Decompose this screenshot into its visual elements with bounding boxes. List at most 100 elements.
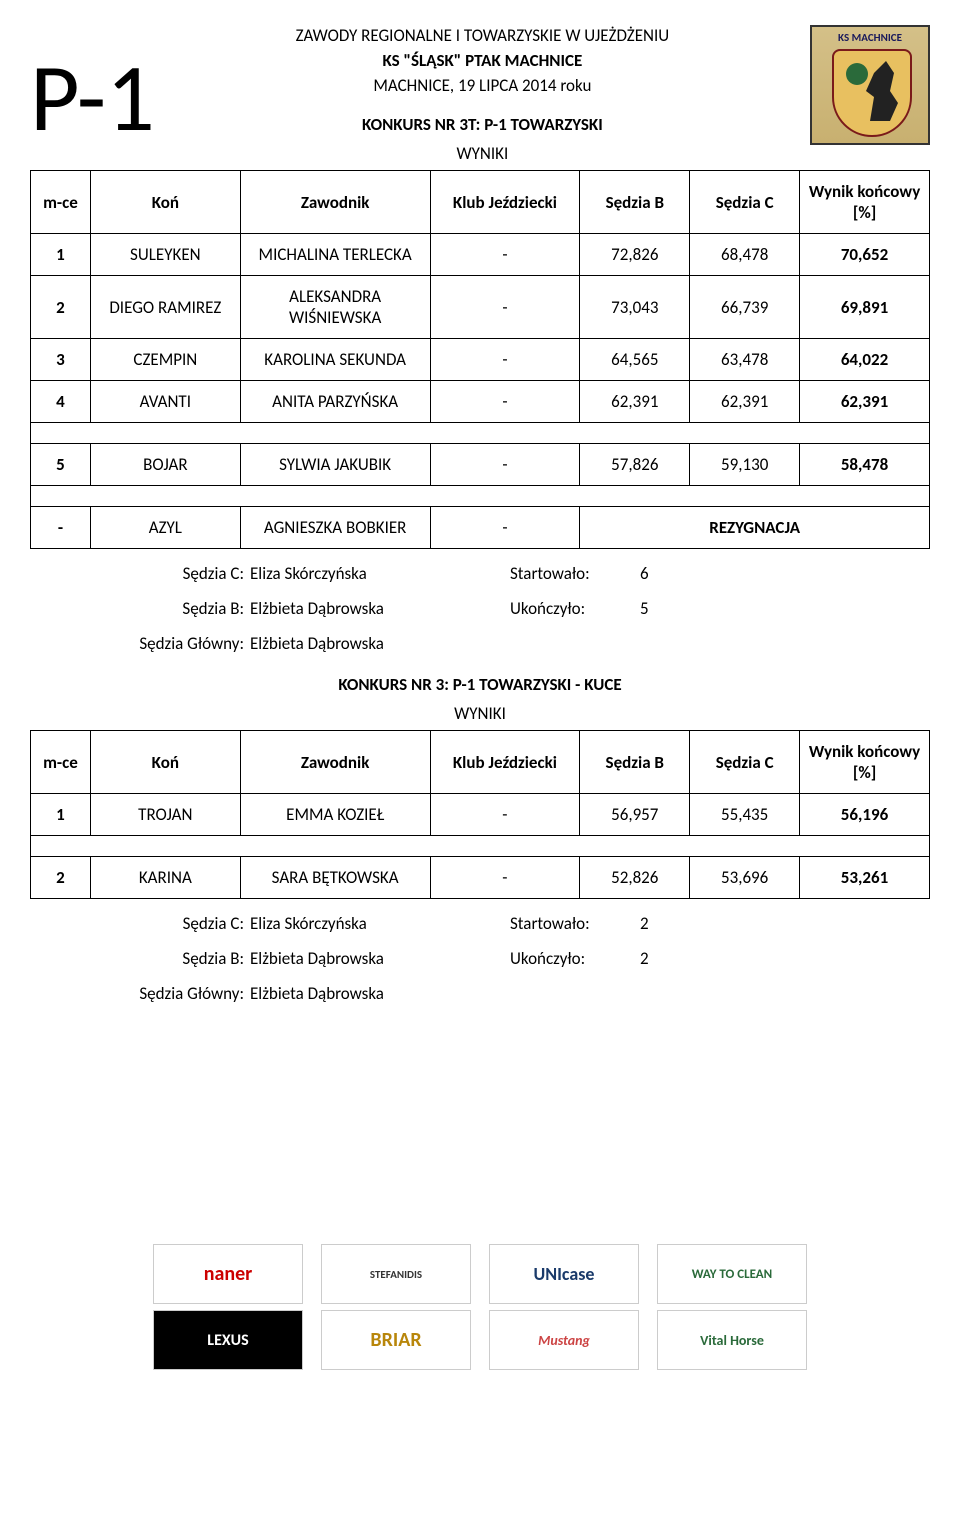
judges-block-2: Sędzia C: Eliza Skórczyńska Startowało: …: [30, 913, 930, 1004]
col-horse: Koń: [90, 731, 240, 794]
col-judge-c: Sędzia C: [690, 731, 800, 794]
cell-place: 5: [31, 444, 91, 486]
finished-label: Ukończyło:: [510, 598, 640, 619]
col-horse: Koń: [90, 171, 240, 234]
judge-c-name: Eliza Skórczyńska: [250, 563, 510, 584]
cell-judge-c: 62,391: [690, 381, 800, 423]
cell-horse: TROJAN: [90, 794, 240, 836]
cell-resignation: REZYGNACJA: [580, 507, 930, 549]
cell-rider: AGNIESZKA BOBKIER: [240, 507, 430, 549]
table-row: -AZYLAGNIESZKA BOBKIER-REZYGNACJA: [31, 507, 930, 549]
cell-rider: EMMA KOZIEŁ: [240, 794, 430, 836]
cell-judge-c: 55,435: [690, 794, 800, 836]
cell-place: 3: [31, 339, 91, 381]
event-date: MACHNICE, 19 LIPCA 2014 roku: [165, 75, 800, 96]
judge-b-label: Sędzia B:: [30, 598, 250, 619]
started-value: 2: [640, 913, 680, 934]
cell-final: 69,891: [800, 276, 930, 339]
col-place: m-ce: [31, 171, 91, 234]
finished-value: 5: [640, 598, 680, 619]
cell-final: 64,022: [800, 339, 930, 381]
started-label: Startowało:: [510, 913, 640, 934]
sponsor-logo: LEXUS: [153, 1310, 303, 1370]
page-code: P-1: [30, 50, 155, 146]
cell-club: -: [430, 794, 580, 836]
cell-judge-b: 62,391: [580, 381, 690, 423]
finished-label: Ukończyło:: [510, 948, 640, 969]
judge-b-name: Elżbieta Dąbrowska: [250, 948, 510, 969]
cell-judge-c: 66,739: [690, 276, 800, 339]
cell-club: -: [430, 857, 580, 899]
cell-club: -: [430, 381, 580, 423]
judge-main-name: Elżbieta Dąbrowska: [250, 633, 510, 654]
sponsor-logo: naner: [153, 1244, 303, 1304]
col-rider: Zawodnik: [240, 171, 430, 234]
cell-club: -: [430, 444, 580, 486]
judges-block-1: Sędzia C: Eliza Skórczyńska Startowało: …: [30, 563, 930, 654]
cell-judge-c: 68,478: [690, 234, 800, 276]
cell-club: -: [430, 339, 580, 381]
cell-judge-b: 52,826: [580, 857, 690, 899]
cell-horse: DIEGO RAMIREZ: [90, 276, 240, 339]
judge-c-label: Sędzia C:: [30, 563, 250, 584]
cell-rider: SYLWIA JAKUBIK: [240, 444, 430, 486]
judge-b-label: Sędzia B:: [30, 948, 250, 969]
cell-place: 2: [31, 276, 91, 339]
col-judge-b: Sędzia B: [580, 731, 690, 794]
cell-place: 1: [31, 234, 91, 276]
logo-text: KS MACHNICE: [812, 31, 928, 44]
col-rider: Zawodnik: [240, 731, 430, 794]
judge-b-name: Elżbieta Dąbrowska: [250, 598, 510, 619]
sponsor-logo: Vital Horse: [657, 1310, 807, 1370]
judge-main-label: Sędzia Główny:: [30, 983, 250, 1004]
cell-final: 58,478: [800, 444, 930, 486]
col-final: Wynik końcowy [%]: [800, 171, 930, 234]
cell-judge-b: 57,826: [580, 444, 690, 486]
cell-rider: KAROLINA SEKUNDA: [240, 339, 430, 381]
sponsor-logo: Mustang: [489, 1310, 639, 1370]
finished-value: 2: [640, 948, 680, 969]
cell-rider: ANITA PARZYŃSKA: [240, 381, 430, 423]
cell-horse: SULEYKEN: [90, 234, 240, 276]
cell-rider: SARA BĘTKOWSKA: [240, 857, 430, 899]
cell-judge-b: 73,043: [580, 276, 690, 339]
cell-final: 53,261: [800, 857, 930, 899]
judge-c-name: Eliza Skórczyńska: [250, 913, 510, 934]
col-club: Klub Jeździecki: [430, 171, 580, 234]
col-final: Wynik końcowy [%]: [800, 731, 930, 794]
cell-final: 56,196: [800, 794, 930, 836]
competition-title: KONKURS NR 3T: P-1 TOWARZYSKI: [165, 114, 800, 135]
cell-club: -: [430, 507, 580, 549]
sponsor-logo: UNIcase: [489, 1244, 639, 1304]
sponsor-logo: BRIAR: [321, 1310, 471, 1370]
cell-place: 1: [31, 794, 91, 836]
results-label: WYNIKI: [165, 143, 800, 164]
cell-horse: CZEMPIN: [90, 339, 240, 381]
event-name: ZAWODY REGIONALNE I TOWARZYSKIE W UJEŻDŻ…: [165, 25, 800, 46]
table-row: 5BOJARSYLWIA JAKUBIK-57,82659,13058,478: [31, 444, 930, 486]
cell-horse: AVANTI: [90, 381, 240, 423]
cell-final: 62,391: [800, 381, 930, 423]
cell-club: -: [430, 276, 580, 339]
table-row: 2KARINASARA BĘTKOWSKA-52,82653,69653,261: [31, 857, 930, 899]
table-header-row: m-ce Koń Zawodnik Klub Jeździecki Sędzia…: [31, 731, 930, 794]
cell-horse: AZYL: [90, 507, 240, 549]
club-logo: KS MACHNICE: [810, 25, 930, 145]
cell-judge-c: 63,478: [690, 339, 800, 381]
competition-2-title: KONKURS NR 3: P-1 TOWARZYSKI - KUCE: [30, 674, 930, 695]
table-row: 3CZEMPINKAROLINA SEKUNDA-64,56563,47864,…: [31, 339, 930, 381]
judge-main-name: Elżbieta Dąbrowska: [250, 983, 510, 1004]
started-label: Startowało:: [510, 563, 640, 584]
cell-judge-b: 56,957: [580, 794, 690, 836]
started-value: 6: [640, 563, 680, 584]
cell-judge-b: 64,565: [580, 339, 690, 381]
col-judge-c: Sędzia C: [690, 171, 800, 234]
table-header-row: m-ce Koń Zawodnik Klub Jeździecki Sędzia…: [31, 171, 930, 234]
col-place: m-ce: [31, 731, 91, 794]
cell-judge-c: 53,696: [690, 857, 800, 899]
cell-horse: KARINA: [90, 857, 240, 899]
sponsors-block: naner STEFANIDIS UNIcase WAY TO CLEAN LE…: [30, 1244, 930, 1370]
sponsor-logo: STEFANIDIS: [321, 1244, 471, 1304]
cell-judge-b: 72,826: [580, 234, 690, 276]
results-table-2: m-ce Koń Zawodnik Klub Jeździecki Sędzia…: [30, 730, 930, 899]
